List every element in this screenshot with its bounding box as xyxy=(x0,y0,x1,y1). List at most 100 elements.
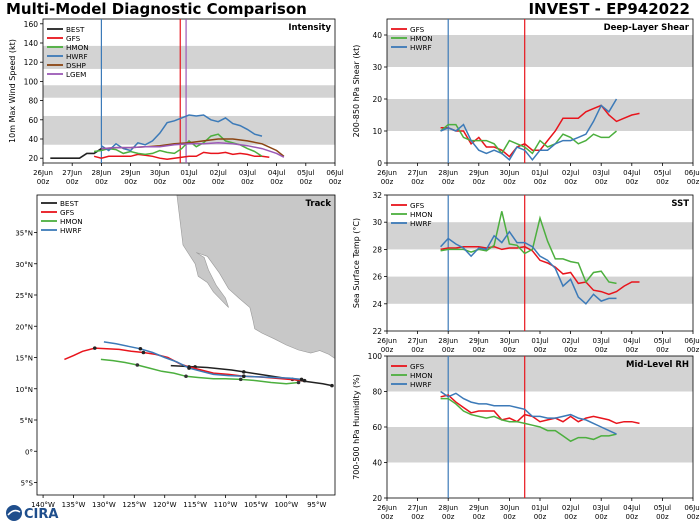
cira-logo: CIRA xyxy=(4,503,62,523)
x-tick-label-date: 28Jun xyxy=(438,504,458,512)
x-tick-label-date: 29Jun xyxy=(469,504,489,512)
y-tick-label: 20 xyxy=(372,494,382,503)
x-tick-label-hour: 00z xyxy=(503,178,516,186)
lon-tick-label: 95°W xyxy=(307,501,326,509)
lon-tick-label: 130°W xyxy=(92,501,116,509)
lon-tick-label: 105°W xyxy=(244,501,268,509)
shear-ylabel: 200-850 hPa Shear (kt) xyxy=(352,45,361,138)
y-tick-label: 26 xyxy=(372,273,382,282)
lat-tick-label: 30°N xyxy=(15,261,33,269)
x-tick-label-date: 05Jul xyxy=(654,337,671,345)
x-tick-label-date: 03Jul xyxy=(593,169,610,177)
x-tick-label-hour: 00z xyxy=(411,346,424,354)
intensity-title: Intensity xyxy=(288,23,331,33)
legend-label-gfs: GFS xyxy=(410,25,425,34)
x-tick-label-hour: 00z xyxy=(534,178,547,186)
shear-panel: 01020304026Jun00z27Jun00z28Jun00z29Jun00… xyxy=(352,18,700,186)
track-point-hmon xyxy=(135,363,140,367)
lat-tick-label: 10°N xyxy=(15,386,33,394)
y-tick-label: 20 xyxy=(28,154,38,163)
x-tick-label-hour: 00z xyxy=(534,513,547,521)
intensity-band xyxy=(43,45,335,69)
y-tick-label: 160 xyxy=(24,20,39,29)
series-line-hmon xyxy=(93,133,263,157)
x-tick-label-hour: 00z xyxy=(656,178,669,186)
y-tick-label: 28 xyxy=(372,245,382,254)
x-tick-label-date: 26Jun xyxy=(377,504,397,512)
series-line-gfs xyxy=(440,394,640,425)
x-tick-label-date: 05Jul xyxy=(297,169,314,177)
x-tick-label-hour: 00z xyxy=(381,178,394,186)
x-tick-label-date: 27Jun xyxy=(62,169,82,177)
legend-label-hmon: HMON xyxy=(410,34,433,43)
legend-label-lgem: LGEM xyxy=(66,70,86,79)
y-tick-label: 40 xyxy=(372,31,382,40)
y-tick-label: 100 xyxy=(368,352,383,361)
x-tick-label-hour: 00z xyxy=(656,513,669,521)
x-tick-label-hour: 00z xyxy=(626,178,639,186)
track-plot-area xyxy=(64,195,335,388)
x-tick-label-date: 02Jul xyxy=(562,504,579,512)
page-title: Multi-Model Diagnostic Comparison xyxy=(6,0,307,18)
x-tick-label-hour: 00z xyxy=(37,178,50,186)
shear-band xyxy=(387,99,693,131)
sst-frame xyxy=(386,194,694,332)
x-tick-label-hour: 00z xyxy=(183,178,196,186)
cira-logo-text: CIRA xyxy=(24,507,58,522)
legend-label-dshp: DSHP xyxy=(66,61,87,70)
sst-title: SST xyxy=(671,199,689,209)
x-tick-label-date: 29Jun xyxy=(469,337,489,345)
lat-tick-label: 5°S xyxy=(21,480,34,488)
sst-band xyxy=(387,222,693,250)
x-tick-label-hour: 00z xyxy=(687,346,700,354)
x-tick-label-date: 30Jun xyxy=(499,337,519,345)
series-line-gfs xyxy=(93,151,270,160)
x-tick-label-date: 01Jul xyxy=(180,169,197,177)
intensity-ylabel: 10m Max Wind Speed (kt) xyxy=(8,39,17,143)
x-tick-label-hour: 00z xyxy=(564,178,577,186)
lon-tick-label: 100°W xyxy=(274,501,298,509)
x-tick-label-hour: 00z xyxy=(270,178,283,186)
x-tick-label-date: 06Jul xyxy=(684,504,700,512)
intensity-band xyxy=(43,85,335,98)
rh-panel: 2040608010026Jun00z27Jun00z28Jun00z29Jun… xyxy=(352,352,700,521)
x-tick-label-date: 28Jun xyxy=(91,169,111,177)
track-point-hmon xyxy=(184,374,188,379)
x-tick-label-hour: 00z xyxy=(564,513,577,521)
x-tick-label-hour: 00z xyxy=(595,346,608,354)
track-point-hwrf xyxy=(187,366,191,370)
x-tick-label-date: 26Jun xyxy=(377,169,397,177)
x-tick-label-date: 29Jun xyxy=(469,169,489,177)
x-tick-label-hour: 00z xyxy=(503,513,516,521)
y-tick-label: 120 xyxy=(24,58,39,67)
y-tick-label: 80 xyxy=(28,97,38,106)
lon-tick-label: 135°W xyxy=(62,501,86,509)
track-title: Track xyxy=(306,199,332,209)
x-tick-label-hour: 00z xyxy=(442,346,455,354)
lat-tick-label: 25°N xyxy=(15,292,33,300)
x-tick-label-date: 03Jul xyxy=(593,337,610,345)
y-tick-label: 32 xyxy=(372,191,382,200)
x-tick-label-hour: 00z xyxy=(564,346,577,354)
x-tick-label-date: 27Jun xyxy=(408,337,428,345)
x-tick-label-hour: 00z xyxy=(534,346,547,354)
series-line-hwrf xyxy=(440,230,617,305)
x-tick-label-hour: 00z xyxy=(626,513,639,521)
x-tick-label-hour: 00z xyxy=(503,346,516,354)
x-tick-label-hour: 00z xyxy=(66,178,79,186)
x-tick-label-date: 27Jun xyxy=(408,169,428,177)
rh-title: Mid-Level RH xyxy=(626,360,689,370)
y-tick-label: 0 xyxy=(377,159,382,168)
x-tick-label-hour: 00z xyxy=(329,178,342,186)
y-tick-label: 60 xyxy=(28,116,38,125)
x-tick-label-hour: 00z xyxy=(473,513,486,521)
x-tick-label-date: 01Jul xyxy=(531,169,548,177)
y-tick-label: 20 xyxy=(372,95,382,104)
legend-label-best: BEST xyxy=(66,25,85,34)
series-line-hmon xyxy=(440,123,617,155)
x-tick-label-hour: 00z xyxy=(241,178,254,186)
shear-title: Deep-Layer Shear xyxy=(604,23,690,33)
y-tick-label: 140 xyxy=(24,39,39,48)
series-line-gfs xyxy=(440,245,640,296)
legend-label-hwrf: HWRF xyxy=(410,380,432,389)
